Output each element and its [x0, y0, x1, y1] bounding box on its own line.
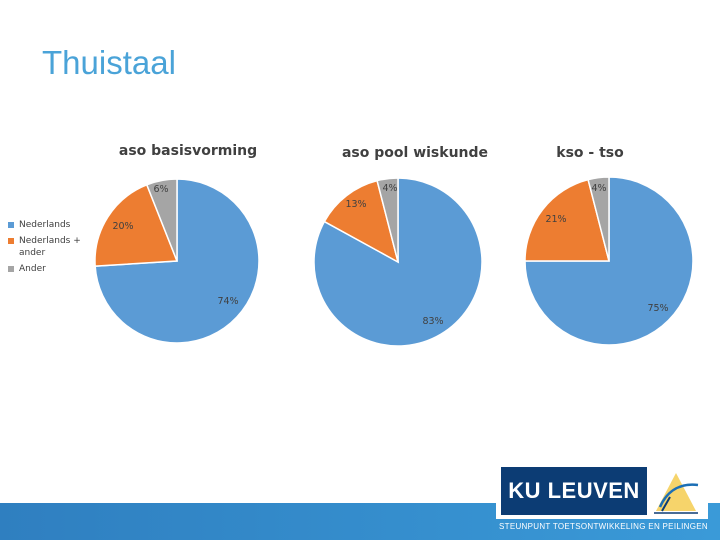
data-label-0-2: 6% [153, 184, 168, 195]
pie-slice-2-2 [587, 176, 610, 262]
legend-swatch-nederlands-plus-ander [8, 238, 14, 244]
legend-swatch-ander [8, 266, 14, 272]
data-label-2-1: 21% [545, 214, 566, 225]
legend-item-nederlands: Nederlands [8, 219, 109, 231]
seal-icon [650, 467, 702, 515]
pie-slice-2-0 [524, 176, 694, 346]
data-label-0-0: 74% [217, 296, 238, 307]
legend-item-ander: Ander [8, 263, 109, 275]
data-label-0-1: 20% [112, 221, 133, 232]
data-label-2-0: 75% [647, 303, 668, 314]
slide-title: Thuistaal [42, 44, 176, 81]
chart-title-2: kso - tso [556, 145, 624, 161]
legend-label-nederlands: Nederlands [19, 220, 71, 230]
pie-slice-0-2 [145, 178, 178, 262]
data-label-1-1: 13% [345, 199, 366, 210]
chart-title-1: aso pool wiskunde [342, 145, 488, 161]
legend-label-ander: Ander [19, 264, 46, 274]
data-label-2-2: 4% [591, 183, 606, 194]
chart-title-0: aso basisvorming [119, 143, 257, 159]
logo-wordmark: KU LEUVEN [501, 467, 647, 515]
footer-caption: STEUNPUNT TOETSONTWIKKELING EN PEILINGEN [499, 522, 708, 531]
legend-label-nederlands-plus-ander: Nederlands + ander [19, 236, 81, 258]
pie-slice-2-1 [524, 178, 610, 262]
data-label-1-0: 83% [422, 316, 443, 327]
legend-item-nederlands-plus-ander: Nederlands + ander [8, 235, 109, 259]
pie-slice-0-1 [94, 183, 179, 267]
pie-slice-1-2 [376, 177, 399, 263]
legend-swatch-nederlands [8, 222, 14, 228]
chart-legend: Nederlands Nederlands + ander Ander [8, 219, 109, 279]
ku-leuven-logo: KU LEUVEN [496, 463, 708, 519]
pie-slice-1-1 [323, 179, 400, 264]
data-label-1-2: 4% [382, 183, 397, 194]
